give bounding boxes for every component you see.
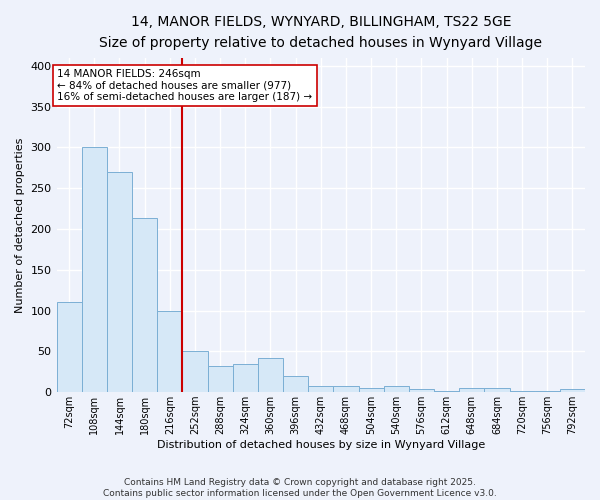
- Bar: [383, 386, 409, 392]
- Bar: [132, 218, 157, 392]
- Bar: [258, 358, 283, 392]
- Bar: [283, 376, 308, 392]
- Bar: [334, 386, 359, 392]
- Bar: [208, 366, 233, 392]
- Bar: [82, 148, 107, 392]
- X-axis label: Distribution of detached houses by size in Wynyard Village: Distribution of detached houses by size …: [157, 440, 485, 450]
- Title: 14, MANOR FIELDS, WYNYARD, BILLINGHAM, TS22 5GE
Size of property relative to det: 14, MANOR FIELDS, WYNYARD, BILLINGHAM, T…: [99, 15, 542, 50]
- Y-axis label: Number of detached properties: Number of detached properties: [15, 138, 25, 312]
- Bar: [182, 352, 208, 392]
- Bar: [560, 389, 585, 392]
- Bar: [359, 388, 383, 392]
- Bar: [56, 302, 82, 392]
- Bar: [409, 389, 434, 392]
- Bar: [157, 310, 182, 392]
- Bar: [459, 388, 484, 392]
- Text: Contains HM Land Registry data © Crown copyright and database right 2025.
Contai: Contains HM Land Registry data © Crown c…: [103, 478, 497, 498]
- Bar: [308, 386, 334, 392]
- Bar: [107, 172, 132, 392]
- Text: 14 MANOR FIELDS: 246sqm
← 84% of detached houses are smaller (977)
16% of semi-d: 14 MANOR FIELDS: 246sqm ← 84% of detache…: [57, 69, 313, 102]
- Bar: [484, 388, 509, 392]
- Bar: [434, 390, 459, 392]
- Bar: [233, 364, 258, 392]
- Bar: [509, 390, 535, 392]
